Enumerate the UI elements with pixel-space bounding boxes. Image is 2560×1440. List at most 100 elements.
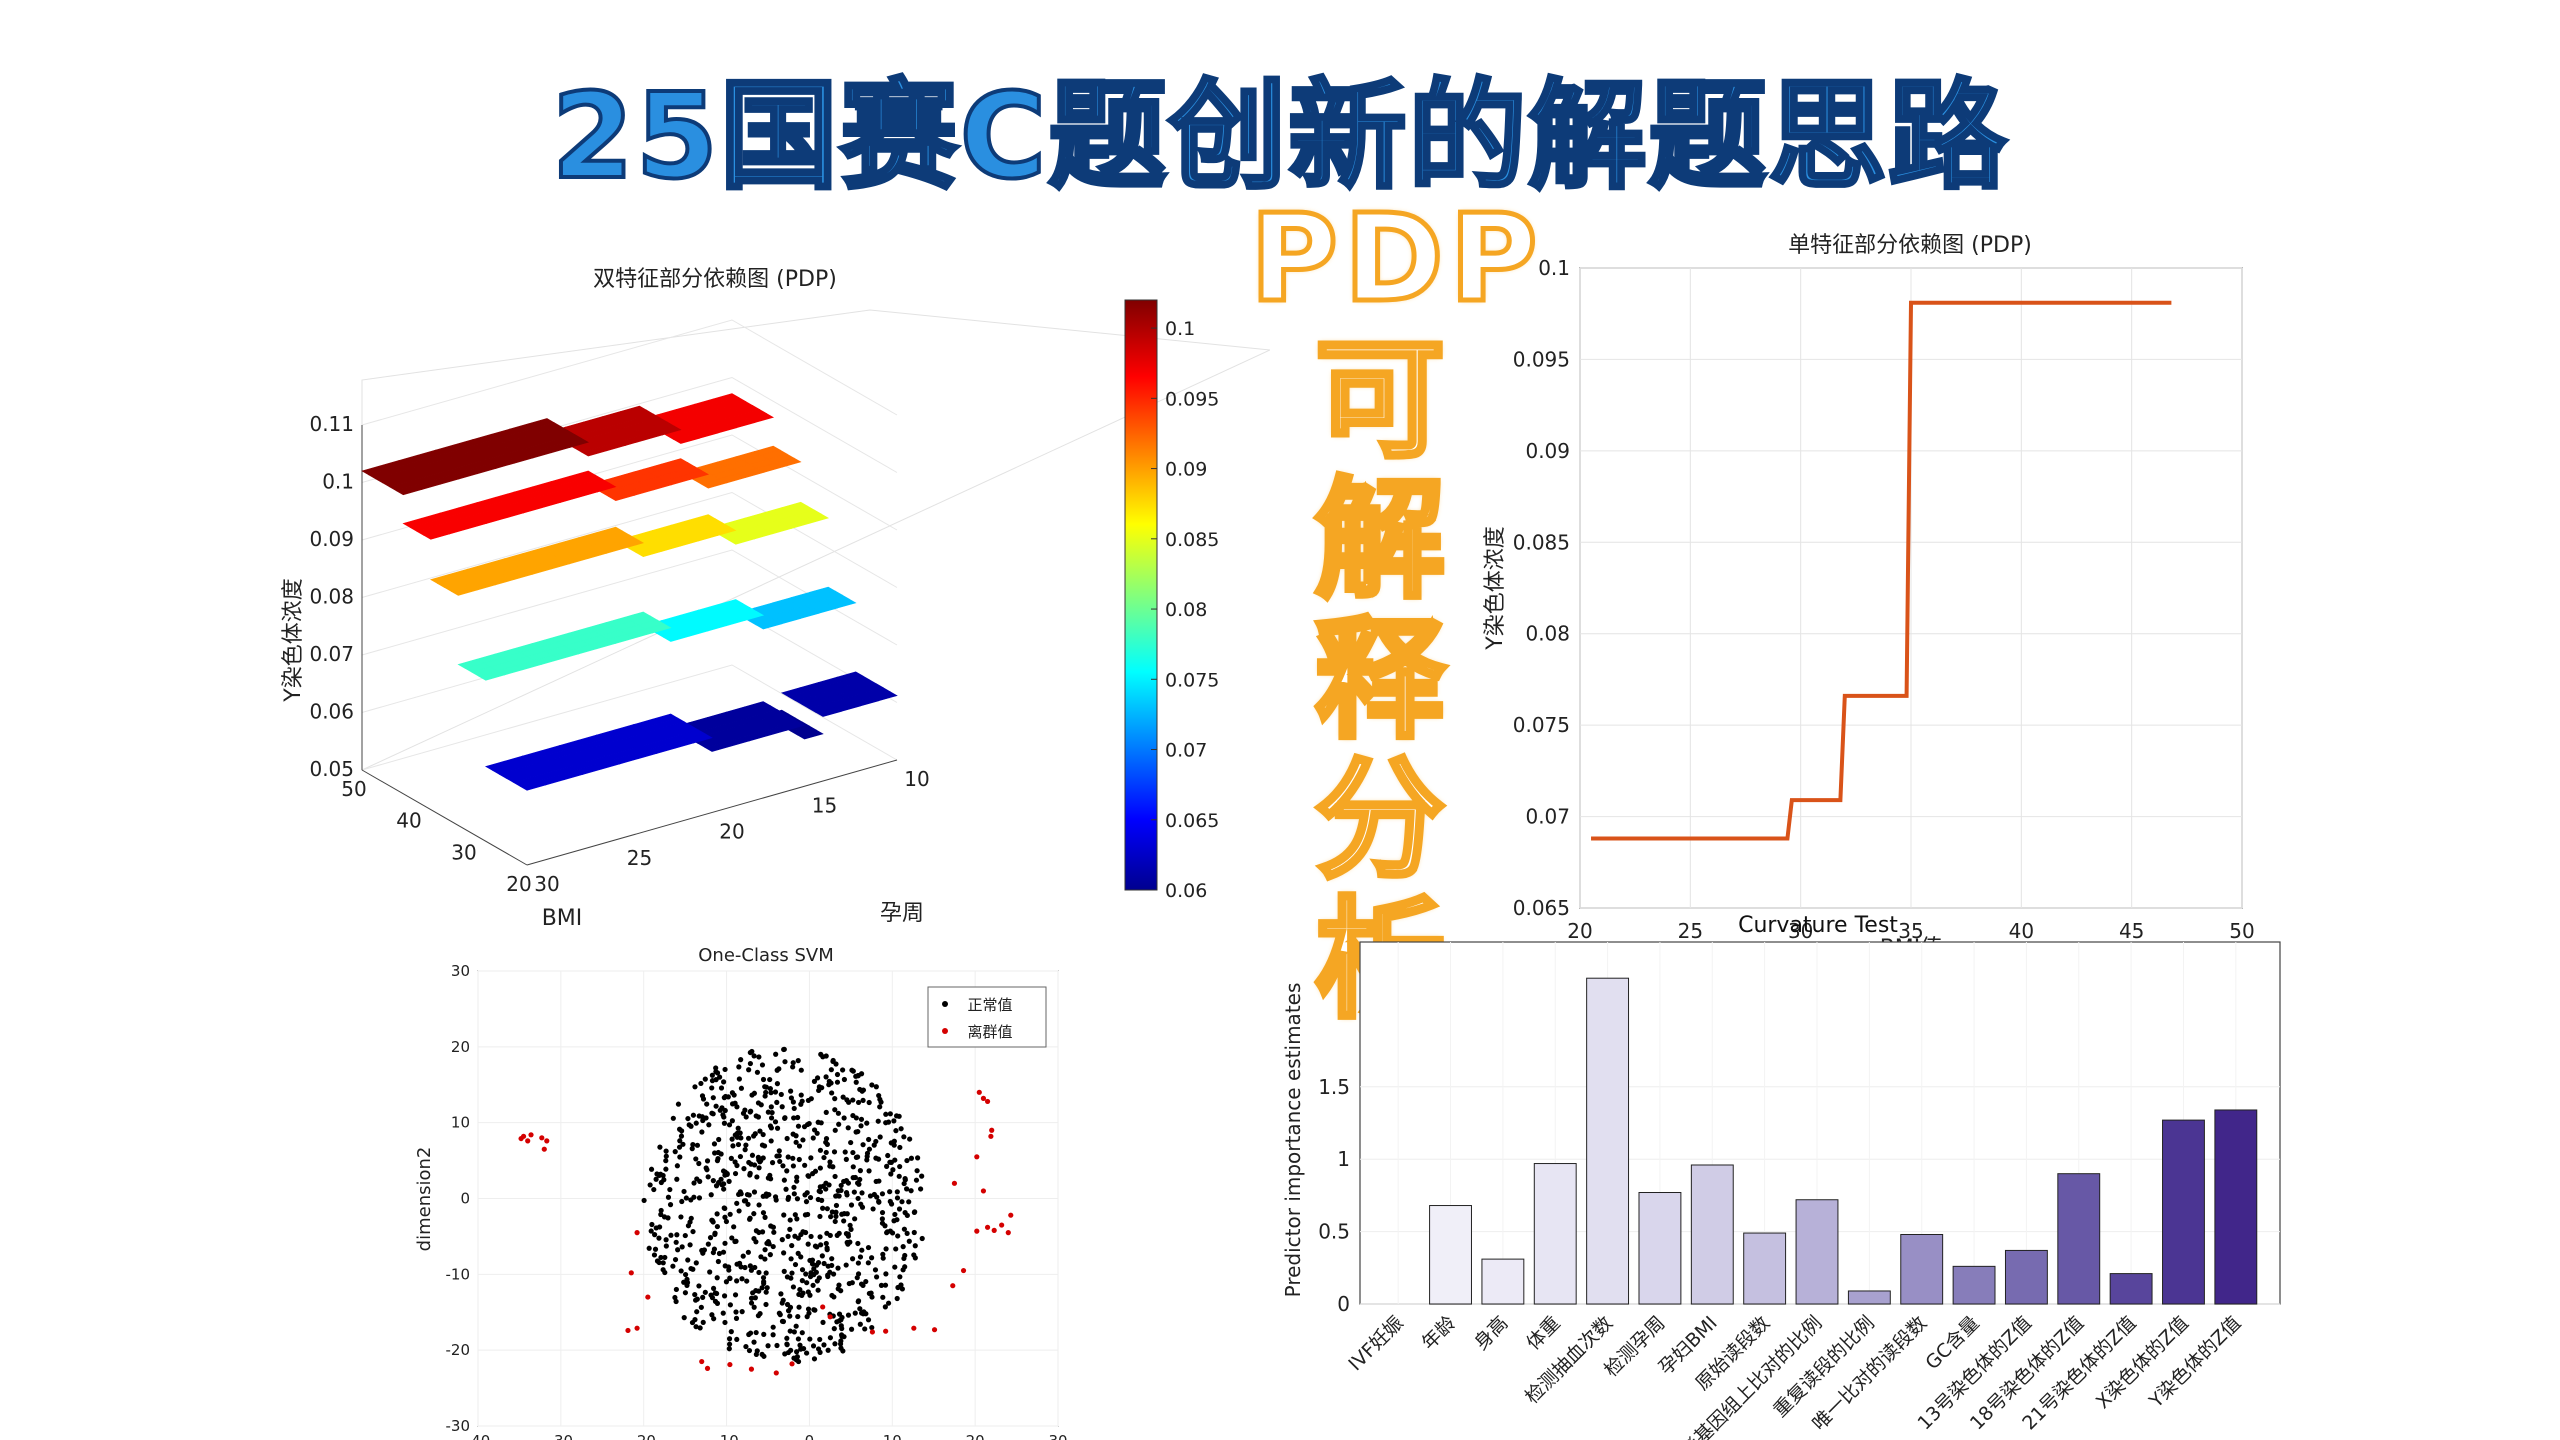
- svm-point-normal: [876, 1199, 882, 1205]
- svm-point-normal: [754, 1348, 760, 1354]
- svm-point-normal: [873, 1138, 879, 1145]
- surface-body: [361, 393, 898, 791]
- svm-point-normal: [682, 1271, 689, 1278]
- svm-point-normal: [733, 1309, 739, 1315]
- surface-gridline: [361, 549, 898, 656]
- svm-point-normal: [818, 1242, 824, 1248]
- svm-point-normal: [696, 1160, 702, 1167]
- svm-point-outlier: [950, 1283, 956, 1289]
- svm-point-normal: [734, 1130, 741, 1136]
- svm-point-normal: [681, 1188, 687, 1195]
- svm-point-normal: [857, 1086, 863, 1093]
- svm-point-normal: [713, 1183, 720, 1189]
- svm-point-normal: [788, 1095, 795, 1101]
- svm-point-normal: [784, 1341, 790, 1347]
- svm-point-normal: [714, 1275, 720, 1281]
- svm-point-normal: [904, 1157, 910, 1164]
- svm-point-normal: [828, 1214, 834, 1220]
- svm-point-normal: [709, 1072, 715, 1078]
- svm-point-normal: [885, 1152, 891, 1159]
- pdp-line-ticks: 20 25 30 35 40 45 50 0.065 0.07 0.075 0.08 0.085 0.0…: [1513, 256, 2255, 943]
- importance-bar: [2109, 1273, 2153, 1305]
- svm-point-normal: [692, 1084, 698, 1090]
- pdp-line-series: [1591, 300, 2172, 841]
- pdp-line-ylabel: Y染色体浓度: [1483, 526, 1508, 650]
- svm-point-normal: [779, 1300, 785, 1306]
- svm-point-normal: [804, 1190, 810, 1196]
- svm-point-normal: [767, 1076, 773, 1083]
- side-title-char: 解: [1312, 464, 1447, 616]
- svm-point-normal: [716, 1250, 723, 1257]
- svm-point-normal: [913, 1177, 920, 1183]
- surface-patch: [709, 526, 737, 537]
- svm-point-normal: [895, 1284, 901, 1291]
- svm-point-normal: [832, 1127, 838, 1133]
- svm-point-normal: [746, 1216, 753, 1222]
- svm-point-normal: [774, 1081, 781, 1087]
- legend-outlier-label: 离群值: [967, 1023, 1012, 1041]
- svm-point-normal: [849, 1067, 855, 1073]
- svm-point-normal: [779, 1104, 785, 1110]
- svm-point-normal: [687, 1242, 693, 1248]
- svm-point-outlier: [544, 1138, 550, 1144]
- surface-patch: [774, 457, 802, 468]
- svm-point-normal: [728, 1329, 734, 1335]
- svm-point-normal: [678, 1268, 684, 1274]
- svm-point-normal: [731, 1224, 737, 1230]
- svm-point-normal: [844, 1211, 850, 1217]
- svm-point-normal: [718, 1176, 724, 1182]
- svm-point-normal: [663, 1237, 669, 1243]
- svm-point-normal: [760, 1210, 767, 1216]
- svm-point-normal: [710, 1095, 716, 1101]
- svm-point-normal: [841, 1334, 847, 1340]
- svm-point-normal: [873, 1155, 879, 1161]
- svm-point-normal: [835, 1110, 841, 1116]
- svm-point-normal: [745, 1249, 751, 1255]
- surface-x-axis: [361, 769, 528, 866]
- svm-point-normal: [778, 1091, 784, 1098]
- svm-point-normal: [748, 1300, 755, 1306]
- svm-point-normal: [795, 1313, 801, 1320]
- svm-point-normal: [762, 1256, 768, 1262]
- svm-point-normal: [855, 1128, 861, 1135]
- svm-point-normal: [810, 1171, 816, 1177]
- surface-patch: [778, 721, 806, 731]
- svm-point-normal: [831, 1326, 837, 1332]
- svm-point-normal: [689, 1146, 695, 1152]
- svm-point-normal: [698, 1080, 704, 1087]
- legend-normal-label: 正常值: [967, 996, 1012, 1014]
- svm-point-normal: [819, 1253, 825, 1259]
- svm-point-normal: [814, 1262, 820, 1268]
- svm-point-normal: [823, 1074, 829, 1080]
- svm-point-normal: [722, 1066, 728, 1073]
- pdp-line-title: 单特征部分依赖图 (PDP): [1788, 233, 2032, 258]
- svm-point-normal: [743, 1343, 749, 1350]
- svm-point-normal: [807, 1292, 813, 1298]
- svm-point-normal: [686, 1122, 692, 1128]
- svm-point-normal: [855, 1240, 861, 1247]
- svm-point-normal: [721, 1120, 728, 1126]
- svm-point-normal: [817, 1234, 823, 1240]
- svm-point-normal: [864, 1120, 870, 1126]
- svm-point-normal: [852, 1310, 858, 1316]
- svm-point-normal: [821, 1154, 827, 1161]
- svm-point-normal: [682, 1290, 688, 1296]
- svm-point-normal: [805, 1173, 811, 1179]
- pdp-xtick: 45: [2119, 919, 2144, 943]
- svm-point-normal: [678, 1214, 684, 1220]
- svm-point-normal: [753, 1113, 759, 1119]
- svm-point-normal: [767, 1123, 774, 1129]
- svm-point-normal: [656, 1235, 662, 1241]
- svm-point-normal: [844, 1239, 850, 1246]
- svm-point-normal: [768, 1138, 774, 1144]
- svm-point-normal: [832, 1107, 838, 1113]
- svm-point-normal: [896, 1206, 903, 1212]
- svm-point-normal: [641, 1197, 647, 1204]
- svm-point-normal: [729, 1136, 735, 1142]
- surface-xtick: 30: [451, 840, 476, 864]
- svm-point-normal: [858, 1123, 864, 1129]
- svm-point-normal: [658, 1211, 664, 1218]
- svm-point-normal: [873, 1084, 879, 1090]
- svm-point-normal: [869, 1255, 875, 1261]
- svm-point-normal: [789, 1270, 795, 1276]
